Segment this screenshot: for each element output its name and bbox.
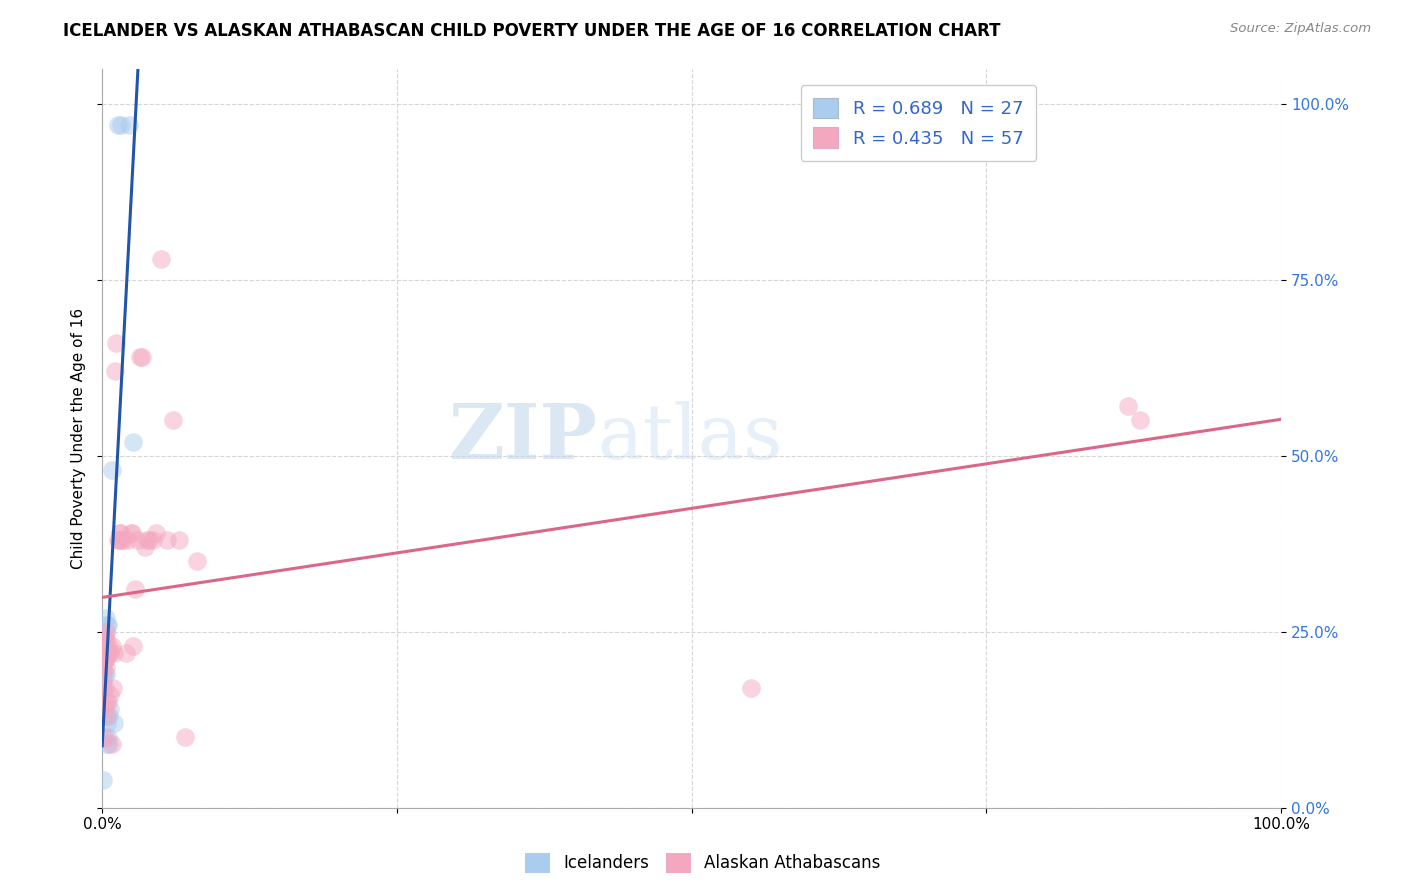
Point [142, 533, 165, 548]
Point [134, 540, 156, 554]
Legend: Icelanders, Alaskan Athabascans: Icelanders, Alaskan Athabascans [519, 847, 887, 880]
Point [93, 632, 115, 646]
Point [162, 413, 184, 427]
Point [98, 646, 121, 660]
Point [118, 118, 141, 132]
Point [150, 252, 173, 266]
Point [94, 667, 117, 681]
Point [103, 646, 125, 660]
Point [93, 681, 115, 695]
Point [100, 702, 122, 716]
Point [117, 533, 139, 548]
Point [121, 639, 143, 653]
Point [173, 731, 195, 745]
Point [100, 463, 122, 477]
Point [98, 709, 121, 723]
Point [740, 681, 762, 695]
Point [129, 350, 152, 364]
Point [93, 702, 115, 716]
Point [107, 533, 129, 548]
Point [94, 646, 117, 660]
Point [98, 737, 121, 751]
Point [94, 624, 117, 639]
Point [1116, 400, 1139, 414]
Point [94, 632, 117, 646]
Point [167, 533, 190, 548]
Point [105, 336, 128, 351]
Point [94, 660, 117, 674]
Point [100, 737, 122, 751]
Text: Source: ZipAtlas.com: Source: ZipAtlas.com [1230, 22, 1371, 36]
Point [1129, 413, 1152, 427]
Point [110, 533, 132, 548]
Point [94, 709, 117, 723]
Point [108, 526, 131, 541]
Point [93, 646, 115, 660]
Point [93, 681, 115, 695]
Point [131, 350, 153, 364]
Text: ICELANDER VS ALASKAN ATHABASCAN CHILD POVERTY UNDER THE AGE OF 16 CORRELATION CH: ICELANDER VS ALASKAN ATHABASCAN CHILD PO… [63, 22, 1001, 40]
Point [93, 673, 115, 688]
Point [93, 639, 115, 653]
Point [121, 434, 143, 449]
Point [103, 716, 125, 731]
Point [110, 118, 132, 132]
Point [124, 582, 146, 597]
Point [97, 695, 120, 709]
Point [121, 526, 143, 541]
Point [100, 639, 122, 653]
Point [93, 653, 115, 667]
Point [96, 617, 118, 632]
Point [93, 667, 115, 681]
Legend: R = 0.689   N = 27, R = 0.435   N = 57: R = 0.689 N = 27, R = 0.435 N = 57 [800, 85, 1036, 161]
Point [145, 526, 167, 541]
Point [104, 364, 127, 378]
Point [96, 709, 118, 723]
Point [108, 526, 131, 541]
Point [100, 688, 122, 702]
Point [97, 617, 120, 632]
Y-axis label: Child Poverty Under the Age of 16: Child Poverty Under the Age of 16 [72, 308, 86, 569]
Point [96, 646, 118, 660]
Point [93, 653, 115, 667]
Point [93, 632, 115, 646]
Point [127, 533, 149, 548]
Point [94, 624, 117, 639]
Point [93, 667, 115, 681]
Point [93, 731, 115, 745]
Point [93, 646, 115, 660]
Point [94, 646, 117, 660]
Point [94, 695, 117, 709]
Point [112, 533, 135, 548]
Point [96, 716, 118, 731]
Point [138, 533, 160, 548]
Point [96, 737, 118, 751]
Point [120, 526, 142, 541]
Point [97, 731, 120, 745]
Point [93, 772, 115, 787]
Point [136, 533, 159, 548]
Point [186, 554, 208, 568]
Point [114, 646, 136, 660]
Point [94, 610, 117, 624]
Point [100, 646, 122, 660]
Point [107, 533, 129, 548]
Point [101, 681, 124, 695]
Point [156, 533, 179, 548]
Point [93, 660, 115, 674]
Text: atlas: atlas [598, 401, 783, 475]
Point [107, 118, 129, 132]
Text: ZIP: ZIP [449, 401, 598, 475]
Point [97, 639, 120, 653]
Point [96, 646, 118, 660]
Point [93, 731, 115, 745]
